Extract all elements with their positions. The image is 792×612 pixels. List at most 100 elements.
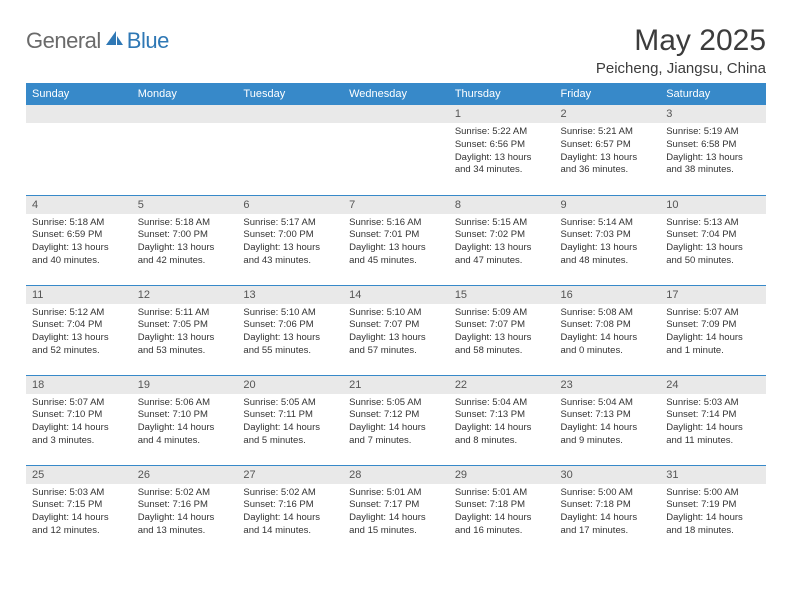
calendar-table: Sunday Monday Tuesday Wednesday Thursday… [26,83,766,555]
day-number: 18 [26,376,132,394]
calendar-cell: 10Sunrise: 5:13 AMSunset: 7:04 PMDayligh… [660,195,766,285]
day-detail-line: Sunrise: 5:04 AM [455,397,549,410]
day-detail-line: and 13 minutes. [138,525,232,538]
day-details: Sunrise: 5:04 AMSunset: 7:13 PMDaylight:… [555,394,661,452]
day-detail-line: and 38 minutes. [666,164,760,177]
day-detail-line: Daylight: 14 hours [349,422,443,435]
day-details: Sunrise: 5:05 AMSunset: 7:11 PMDaylight:… [237,394,343,452]
day-detail-line: Daylight: 14 hours [666,422,760,435]
day-details [26,123,132,130]
day-details: Sunrise: 5:18 AMSunset: 6:59 PMDaylight:… [26,214,132,272]
day-detail-line: Daylight: 13 hours [349,242,443,255]
day-detail-line: Sunset: 7:03 PM [561,229,655,242]
day-detail-line: Daylight: 14 hours [455,512,549,525]
day-details [237,123,343,130]
day-detail-line: Sunrise: 5:11 AM [138,307,232,320]
calendar-cell: 7Sunrise: 5:16 AMSunset: 7:01 PMDaylight… [343,195,449,285]
day-details [343,123,449,130]
brand-word-1: General [26,28,101,54]
calendar-cell: 15Sunrise: 5:09 AMSunset: 7:07 PMDayligh… [449,285,555,375]
location-label: Peicheng, Jiangsu, China [596,60,766,77]
day-number: 19 [132,376,238,394]
day-detail-line: Sunrise: 5:01 AM [455,487,549,500]
day-number: 5 [132,196,238,214]
weekday-header: Monday [132,83,238,105]
weekday-header: Wednesday [343,83,449,105]
day-detail-line: Sunset: 7:11 PM [243,409,337,422]
page-header: General Blue May 2025 Peicheng, Jiangsu,… [26,24,766,77]
day-detail-line: and 47 minutes. [455,255,549,268]
day-detail-line: Sunset: 7:14 PM [666,409,760,422]
calendar-cell: 4Sunrise: 5:18 AMSunset: 6:59 PMDaylight… [26,195,132,285]
day-detail-line: and 1 minute. [666,345,760,358]
day-details: Sunrise: 5:01 AMSunset: 7:18 PMDaylight:… [449,484,555,542]
day-detail-line: Daylight: 13 hours [561,242,655,255]
day-number: 20 [237,376,343,394]
calendar-cell: 13Sunrise: 5:10 AMSunset: 7:06 PMDayligh… [237,285,343,375]
day-detail-line: Sunset: 6:58 PM [666,139,760,152]
calendar-cell: 27Sunrise: 5:02 AMSunset: 7:16 PMDayligh… [237,465,343,555]
day-number: 1 [449,105,555,123]
day-detail-line: Sunset: 7:07 PM [349,319,443,332]
day-detail-line: and 4 minutes. [138,435,232,448]
day-detail-line: Sunset: 7:04 PM [666,229,760,242]
calendar-cell: 20Sunrise: 5:05 AMSunset: 7:11 PMDayligh… [237,375,343,465]
day-detail-line: Sunrise: 5:10 AM [349,307,443,320]
day-detail-line: and 0 minutes. [561,345,655,358]
calendar-cell [26,105,132,195]
day-detail-line: Sunrise: 5:08 AM [561,307,655,320]
day-detail-line: Sunrise: 5:04 AM [561,397,655,410]
day-detail-line: Daylight: 13 hours [349,332,443,345]
day-detail-line: and 50 minutes. [666,255,760,268]
calendar-cell: 26Sunrise: 5:02 AMSunset: 7:16 PMDayligh… [132,465,238,555]
day-details: Sunrise: 5:04 AMSunset: 7:13 PMDaylight:… [449,394,555,452]
day-detail-line: Daylight: 13 hours [32,242,126,255]
calendar-cell: 12Sunrise: 5:11 AMSunset: 7:05 PMDayligh… [132,285,238,375]
day-detail-line: Daylight: 13 hours [243,332,337,345]
day-detail-line: Sunset: 7:15 PM [32,499,126,512]
calendar-row: 4Sunrise: 5:18 AMSunset: 6:59 PMDaylight… [26,195,766,285]
day-number [343,105,449,123]
title-block: May 2025 Peicheng, Jiangsu, China [596,24,766,77]
day-number: 23 [555,376,661,394]
calendar-cell: 29Sunrise: 5:01 AMSunset: 7:18 PMDayligh… [449,465,555,555]
day-number [132,105,238,123]
day-details: Sunrise: 5:10 AMSunset: 7:07 PMDaylight:… [343,304,449,362]
calendar-cell: 21Sunrise: 5:05 AMSunset: 7:12 PMDayligh… [343,375,449,465]
day-detail-line: Sunset: 7:16 PM [138,499,232,512]
day-number: 11 [26,286,132,304]
day-number: 7 [343,196,449,214]
day-details: Sunrise: 5:15 AMSunset: 7:02 PMDaylight:… [449,214,555,272]
day-details: Sunrise: 5:05 AMSunset: 7:12 PMDaylight:… [343,394,449,452]
day-number: 16 [555,286,661,304]
calendar-cell: 2Sunrise: 5:21 AMSunset: 6:57 PMDaylight… [555,105,661,195]
day-detail-line: Sunset: 7:01 PM [349,229,443,242]
day-details: Sunrise: 5:03 AMSunset: 7:14 PMDaylight:… [660,394,766,452]
day-detail-line: Sunset: 7:10 PM [138,409,232,422]
day-detail-line: Sunset: 7:18 PM [455,499,549,512]
calendar-body: 1Sunrise: 5:22 AMSunset: 6:56 PMDaylight… [26,105,766,555]
calendar-cell: 6Sunrise: 5:17 AMSunset: 7:00 PMDaylight… [237,195,343,285]
weekday-header: Tuesday [237,83,343,105]
calendar-cell: 3Sunrise: 5:19 AMSunset: 6:58 PMDaylight… [660,105,766,195]
day-detail-line: Daylight: 14 hours [32,422,126,435]
day-detail-line: Daylight: 14 hours [32,512,126,525]
day-detail-line: Sunset: 7:07 PM [455,319,549,332]
day-details: Sunrise: 5:07 AMSunset: 7:09 PMDaylight:… [660,304,766,362]
day-detail-line: and 3 minutes. [32,435,126,448]
day-detail-line: and 45 minutes. [349,255,443,268]
day-details: Sunrise: 5:13 AMSunset: 7:04 PMDaylight:… [660,214,766,272]
calendar-cell: 22Sunrise: 5:04 AMSunset: 7:13 PMDayligh… [449,375,555,465]
day-detail-line: Daylight: 13 hours [666,152,760,165]
calendar-cell: 14Sunrise: 5:10 AMSunset: 7:07 PMDayligh… [343,285,449,375]
month-title: May 2025 [596,24,766,58]
day-detail-line: Sunrise: 5:03 AM [32,487,126,500]
day-detail-line: and 8 minutes. [455,435,549,448]
day-detail-line: Sunset: 7:16 PM [243,499,337,512]
day-detail-line: Sunrise: 5:01 AM [349,487,443,500]
day-detail-line: Sunset: 7:12 PM [349,409,443,422]
day-detail-line: and 12 minutes. [32,525,126,538]
day-detail-line: Daylight: 13 hours [138,332,232,345]
calendar-cell: 31Sunrise: 5:00 AMSunset: 7:19 PMDayligh… [660,465,766,555]
day-detail-line: Sunset: 6:56 PM [455,139,549,152]
